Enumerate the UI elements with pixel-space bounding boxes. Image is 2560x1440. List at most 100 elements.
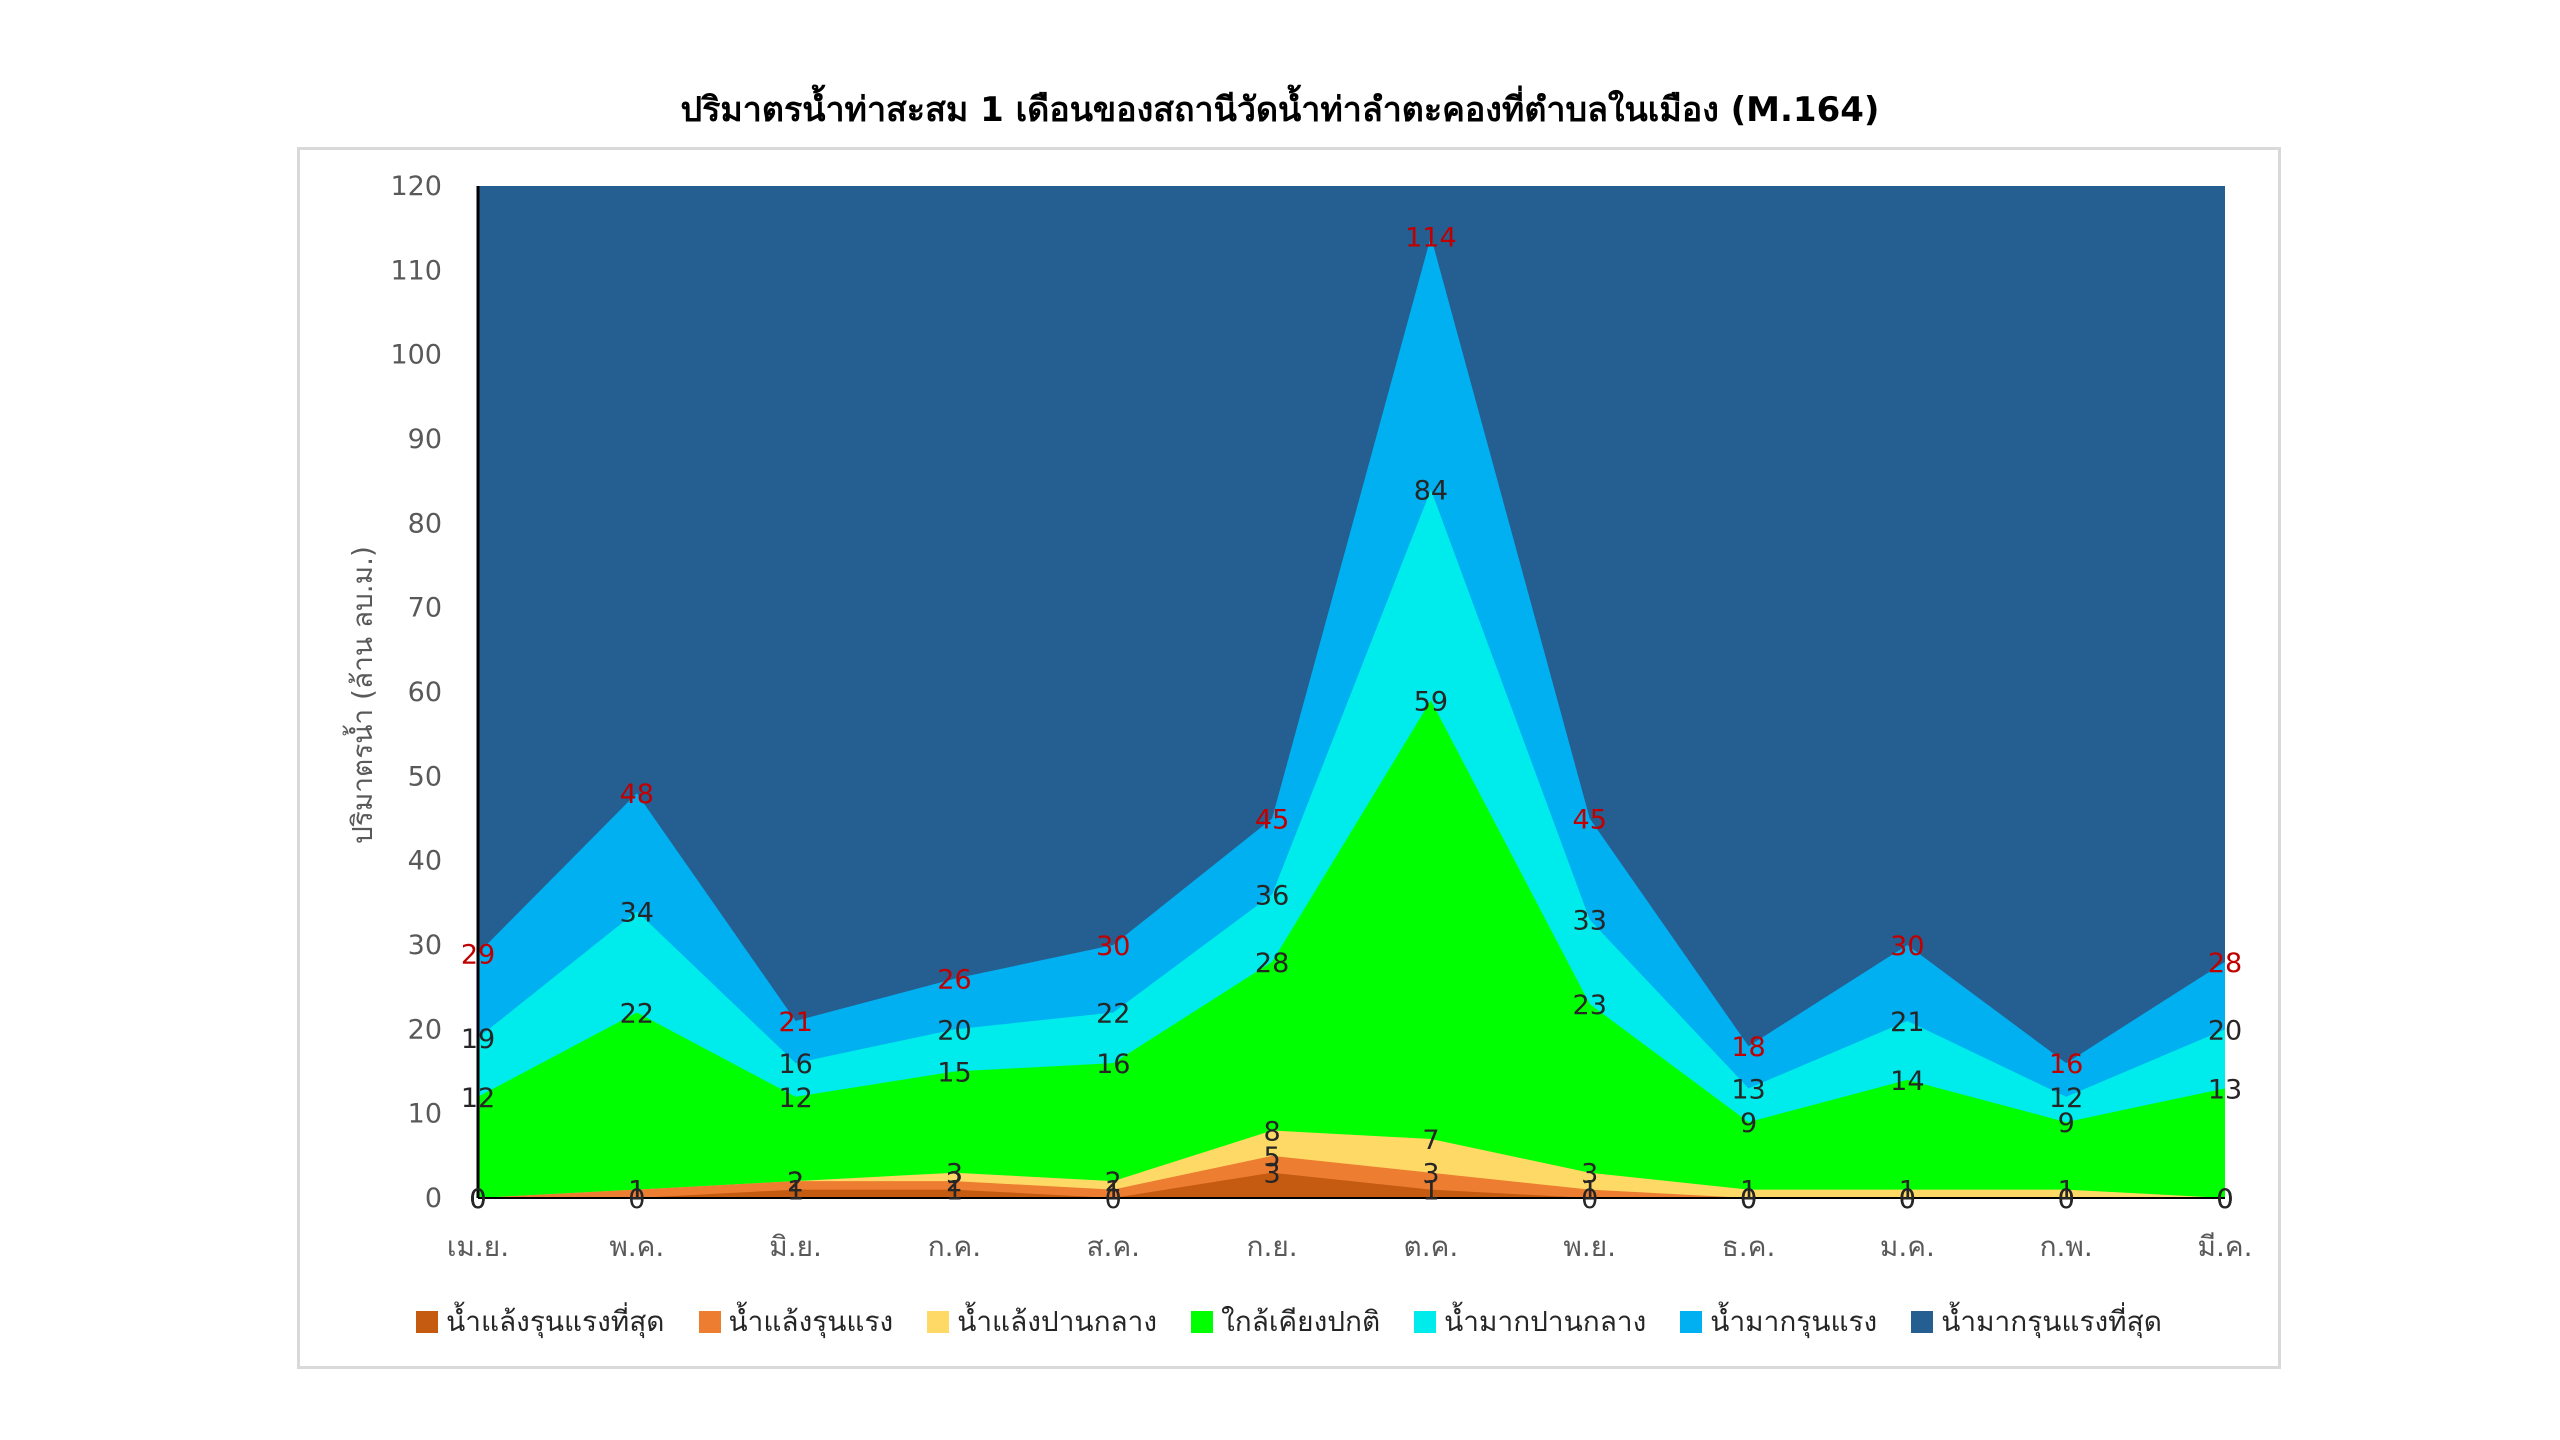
data-label: 48 [620,779,654,810]
data-label: 1 [946,1176,963,1207]
x-tick-label: พ.ค. [609,1230,664,1263]
data-label: 14 [1890,1066,1924,1097]
legend-item: ใกล้เคียงปกติ [1191,1300,1380,1344]
legend-item: น้ำมากปานกลาง [1414,1300,1646,1344]
x-tick-label: ธ.ค. [1722,1230,1776,1263]
data-label: 30 [1890,931,1924,962]
legend-swatch [1911,1311,1934,1333]
data-label: 12 [2049,1083,2083,1114]
data-label: 0 [628,1184,645,1215]
data-label: 45 [1255,805,1289,836]
legend-item: น้ำแล้งรุนแรงที่สุด [416,1300,665,1344]
chart-frame [297,147,2281,1369]
data-label: 16 [1096,1049,1130,1080]
data-label: 21 [1890,1007,1924,1038]
legend-label: น้ำแล้งปานกลาง [957,1305,1158,1338]
data-label: 0 [469,1184,486,1215]
y-tick-label: 30 [408,930,442,961]
x-tick-label: มิ.ย. [769,1230,822,1263]
legend-item: น้ำแล้งรุนแรง [698,1300,894,1344]
data-label: 19 [461,1024,495,1055]
legend-label: น้ำมากปานกลาง [1444,1305,1647,1338]
data-label: 21 [778,1007,812,1038]
data-label: 36 [1255,880,1289,911]
x-tick-label: พ.ย. [1563,1230,1616,1263]
data-label: 1 [628,1176,645,1207]
data-label: 5 [1263,1142,1280,1173]
y-tick-label: 100 [390,340,442,371]
y-tick-label: 20 [408,1014,442,1045]
y-tick-label: 50 [408,761,442,792]
data-label: 22 [1096,998,1130,1029]
data-label: 0 [469,1184,486,1215]
data-label: 12 [778,1083,812,1114]
data-label: 16 [778,1049,812,1080]
data-label: 1 [1422,1176,1439,1207]
data-label: 33 [1573,906,1607,937]
data-label: 34 [620,897,654,928]
data-label: 26 [937,965,971,996]
data-label: 1 [1581,1176,1598,1207]
data-label: 2 [946,1167,963,1198]
data-label: 20 [2208,1015,2242,1046]
data-label: 23 [1573,990,1607,1021]
data-label: 0 [1740,1184,1757,1215]
y-tick-label: 10 [408,1099,442,1130]
y-tick-label: 70 [408,593,442,624]
data-label: 0 [1581,1184,1598,1215]
data-label: 3 [946,1159,963,1190]
data-label: 0 [1899,1184,1916,1215]
legend-item: น้ำมากรุนแรงที่สุด [1911,1300,2162,1344]
y-axis-label: ปริมาตรน้ำ (ล้าน ลบ.ม.) [342,546,379,844]
area-series-3 [478,700,2225,1198]
data-label: 7 [1422,1125,1439,1156]
y-tick-label: 110 [390,255,442,286]
data-label: 1 [1899,1176,1916,1207]
data-label: 1 [628,1176,645,1207]
data-label: 1 [1740,1176,1757,1207]
data-label: 2 [1105,1167,1122,1198]
data-label: 13 [1731,1074,1765,1105]
data-label: 0 [2058,1184,2075,1215]
data-label: 9 [2058,1108,2075,1139]
data-label: 13 [2208,1074,2242,1105]
data-label: 8 [1263,1117,1280,1148]
x-tick-label: ส.ค. [1086,1230,1140,1263]
x-tick-label: มี.ค. [2198,1230,2253,1263]
chart-title: ปริมาตรน้ำท่าสะสม 1 เดือนของสถานีวัดน้ำท… [680,90,1880,130]
data-label: 1 [787,1176,804,1207]
data-label: 0 [1899,1184,1916,1215]
legend-swatch [416,1311,439,1333]
x-tick-label: ม.ค. [1880,1230,1935,1263]
chart-legend: น้ำแล้งรุนแรงที่สุด น้ำแล้งรุนแรง น้ำแล้งป… [297,1300,2281,1344]
data-label: 28 [2208,948,2242,979]
data-label: 29 [461,939,495,970]
area-series-0 [478,1172,2225,1198]
data-label: 59 [1414,686,1448,717]
data-label: 16 [2049,1049,2083,1080]
area-layers [478,186,2225,1199]
data-label: 114 [1405,223,1457,254]
legend-swatch [1680,1311,1703,1333]
y-tick-label: 120 [390,171,442,202]
legend-label: น้ำแล้งรุนแรงที่สุด [446,1305,665,1338]
x-tick-label: ก.ค. [928,1230,981,1263]
data-label: 0 [1105,1184,1122,1215]
x-tick-label: ก.ย. [1247,1230,1298,1263]
legend-label: น้ำมากรุนแรง [1710,1305,1878,1338]
data-label: 2 [787,1167,804,1198]
data-label: 15 [937,1058,971,1089]
data-label: 0 [2216,1184,2233,1215]
legend-label: น้ำแล้งรุนแรง [728,1305,894,1338]
data-label: 3 [1581,1159,1598,1190]
x-tick-label: ก.พ. [2040,1230,2093,1263]
data-label: 30 [1096,931,1130,962]
data-label: 12 [461,1083,495,1114]
y-tick-label: 60 [408,677,442,708]
data-label: 0 [2216,1184,2233,1215]
legend-item: น้ำมากรุนแรง [1680,1300,1877,1344]
